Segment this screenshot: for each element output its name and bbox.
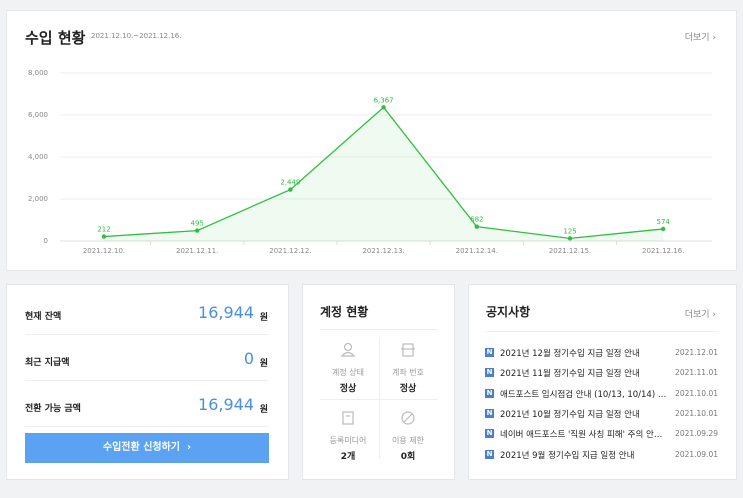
account-icon <box>401 411 415 425</box>
notice-title[interactable]: 2021년 10월 정기수입 지급 일정 안내 <box>500 409 640 420</box>
data-label: 212 <box>97 226 110 234</box>
income-period: 2021.12.10.~2021.12.16. <box>91 32 182 40</box>
y-tick-label: 8,000 <box>28 69 48 77</box>
notice-date: 2021.09.01 <box>675 449 718 459</box>
account-icon <box>340 342 356 357</box>
data-label: 574 <box>657 218 671 226</box>
y-tick-label: 0 <box>44 237 48 245</box>
notice-date: 2021.10.01 <box>675 408 718 418</box>
notice-item[interactable]: N 2021년 12월 정기수입 지급 일정 안내 2021.12.01 <box>485 343 718 363</box>
notice-item[interactable]: N 2021년 9월 정기수입 지급 일정 안내 2021.09.01 <box>485 445 718 465</box>
balance-row: 전환 가능 금액 16,944 원 <box>25 381 268 427</box>
convert-button[interactable]: 수입전환 신청하기 › <box>25 433 269 463</box>
balance-value: 16,944 <box>198 303 254 322</box>
balance-unit: 원 <box>259 359 268 369</box>
x-tick-label: 2021.12.10. <box>83 247 125 255</box>
notice-badge: N <box>485 449 494 459</box>
data-label: 682 <box>470 216 483 224</box>
notice-badge: N <box>485 368 494 378</box>
account-label: 계정 상태 <box>332 368 364 377</box>
notice-date: 2021.09.29 <box>675 429 718 439</box>
notice-title[interactable]: 네이버 애드포스트 '직원 사칭 피해' 주의 안… <box>500 430 663 441</box>
notice-date: 2021.11.01 <box>675 368 718 378</box>
more-text[interactable]: 더보기 <box>684 310 710 320</box>
balance-value: 0 <box>243 349 254 368</box>
account-value: 정상 <box>399 384 417 394</box>
x-tick-label: 2021.12.12. <box>269 247 311 255</box>
data-label: 125 <box>563 227 576 235</box>
balance-unit: 원 <box>259 405 268 415</box>
point <box>661 226 666 232</box>
balance-label: 최근 지급액 <box>25 358 70 368</box>
notice-title: 공지사항 <box>486 305 531 319</box>
account-label: 이용 제한 <box>392 436 424 445</box>
point <box>381 105 386 110</box>
notice-card: 공지사항 더보기 › N 2021년 12월 정기수입 지급 일정 안내 2021.… <box>468 284 737 480</box>
notice-badge: N <box>485 429 494 439</box>
x-tick-label: 2021.12.11. <box>176 247 218 255</box>
x-tick-label: 2021.12.14. <box>456 247 498 255</box>
y-tick-label: 6,000 <box>28 111 48 119</box>
x-tick-label: 2021.12.15. <box>549 247 591 255</box>
point <box>195 228 200 233</box>
account-value: 정상 <box>339 384 357 394</box>
data-label: 2,449 <box>280 179 300 187</box>
account-icon <box>342 411 354 425</box>
income-more[interactable]: 더보기 › <box>684 33 716 43</box>
income-title: 수입 현황 <box>25 29 86 47</box>
balance-label: 현재 잔액 <box>25 312 62 322</box>
account-label: 계좌 번호 <box>392 368 424 377</box>
notice-title[interactable]: 2021년 9월 정기수입 지급 일정 안내 <box>500 450 635 461</box>
balance-value: 16,944 <box>198 395 254 414</box>
notice-item[interactable]: N 네이버 애드포스트 '직원 사칭 피해' 주의 안… 2021.09.29 <box>485 424 718 444</box>
point <box>101 234 107 239</box>
x-tick-label: 2021.12.13. <box>362 247 404 255</box>
account-card: 계정 현황 계정 상태 정상 계좌 번호 정상 등록미디어 2개 이용 제한 0회 <box>302 284 455 480</box>
account-value: 0회 <box>400 452 416 462</box>
x-tick-label: 2021.12.16. <box>642 247 684 255</box>
notice-more[interactable]: 더보기 › <box>684 310 716 320</box>
account-title: 계정 현황 <box>320 305 369 319</box>
notice-item[interactable]: N 애드포스트 임시점검 안내 (10/13, 10/14) … 2021.10.0… <box>485 384 718 404</box>
income-card: 수입 현황 2021.12.10.~2021.12.16. 더보기 › <box>6 10 737 271</box>
notice-date: 2021.12.01 <box>675 348 718 357</box>
account-label: 등록미디어 <box>329 436 367 445</box>
notice-date: 2021.10.01 <box>675 388 718 398</box>
account-item: 등록미디어 2개 <box>319 409 377 462</box>
area <box>104 107 664 241</box>
button-text[interactable]: 수입전환 신청하기 <box>102 442 180 453</box>
y-tick-label: 2,000 <box>28 195 48 203</box>
divider <box>486 331 718 332</box>
more-text[interactable]: 더보기 <box>684 33 710 43</box>
point <box>474 224 479 229</box>
notice-badge: N <box>485 408 494 418</box>
point <box>567 236 573 241</box>
divider <box>320 329 438 330</box>
data-label: 6,367 <box>374 96 394 104</box>
balance-row: 최근 지급액 0 원 <box>25 335 268 381</box>
point <box>288 187 293 192</box>
divider <box>379 339 380 459</box>
notice-badge: N <box>485 348 494 357</box>
notice-title[interactable]: 2021년 11월 정기수입 지급 일정 안내 <box>500 369 640 380</box>
balance-row: 현재 잔액 16,944 원 <box>25 289 268 335</box>
notice-badge: N <box>485 388 494 398</box>
notice-title[interactable]: 애드포스트 임시점검 안내 (10/13, 10/14) … <box>500 389 667 400</box>
y-tick-label: 4,000 <box>28 153 48 161</box>
balance-label: 전환 가능 금액 <box>25 404 81 414</box>
data-label: 495 <box>191 220 204 228</box>
balance-unit: 원 <box>259 313 268 323</box>
account-icon <box>401 343 415 357</box>
notice-item[interactable]: N 2021년 11월 정기수입 지급 일정 안내 2021.11.01 <box>485 363 718 383</box>
notice-item[interactable]: N 2021년 10월 정기수입 지급 일정 안내 2021.10.01 <box>485 404 718 424</box>
chart: 0 2,000 4,000 6,000 8,000 2021.12.10. 2021.12.… <box>28 69 712 255</box>
account-item: 이용 제한 0회 <box>379 409 437 462</box>
balance-card: 현재 잔액 16,944 원 최근 지급액 0 원 전환 가능 금액 16,944 원 수입전환… <box>6 284 289 480</box>
notice-title[interactable]: 2021년 12월 정기수입 지급 일정 안내 <box>500 349 640 359</box>
account-value: 2개 <box>340 452 356 462</box>
